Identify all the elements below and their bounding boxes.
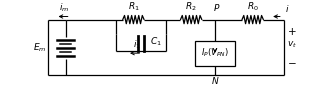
Text: $R_2$: $R_2$ bbox=[185, 0, 197, 13]
Text: $i_m$: $i_m$ bbox=[59, 2, 69, 14]
Bar bbox=[195, 41, 235, 66]
Text: $P$: $P$ bbox=[213, 2, 220, 13]
Text: $v_t$: $v_t$ bbox=[287, 40, 296, 50]
Text: $i$: $i$ bbox=[285, 3, 290, 14]
Text: $+$: $+$ bbox=[287, 26, 296, 37]
Text: $R_0$: $R_0$ bbox=[247, 0, 259, 13]
Text: $N$: $N$ bbox=[211, 75, 219, 86]
Text: $i_1$: $i_1$ bbox=[133, 38, 141, 51]
Text: $R_1$: $R_1$ bbox=[128, 0, 139, 13]
Text: $-$: $-$ bbox=[287, 57, 296, 67]
Text: $I_P(V_{PN})$: $I_P(V_{PN})$ bbox=[201, 47, 229, 59]
Text: $C_1$: $C_1$ bbox=[150, 36, 161, 48]
Text: $E_m$: $E_m$ bbox=[33, 42, 47, 54]
